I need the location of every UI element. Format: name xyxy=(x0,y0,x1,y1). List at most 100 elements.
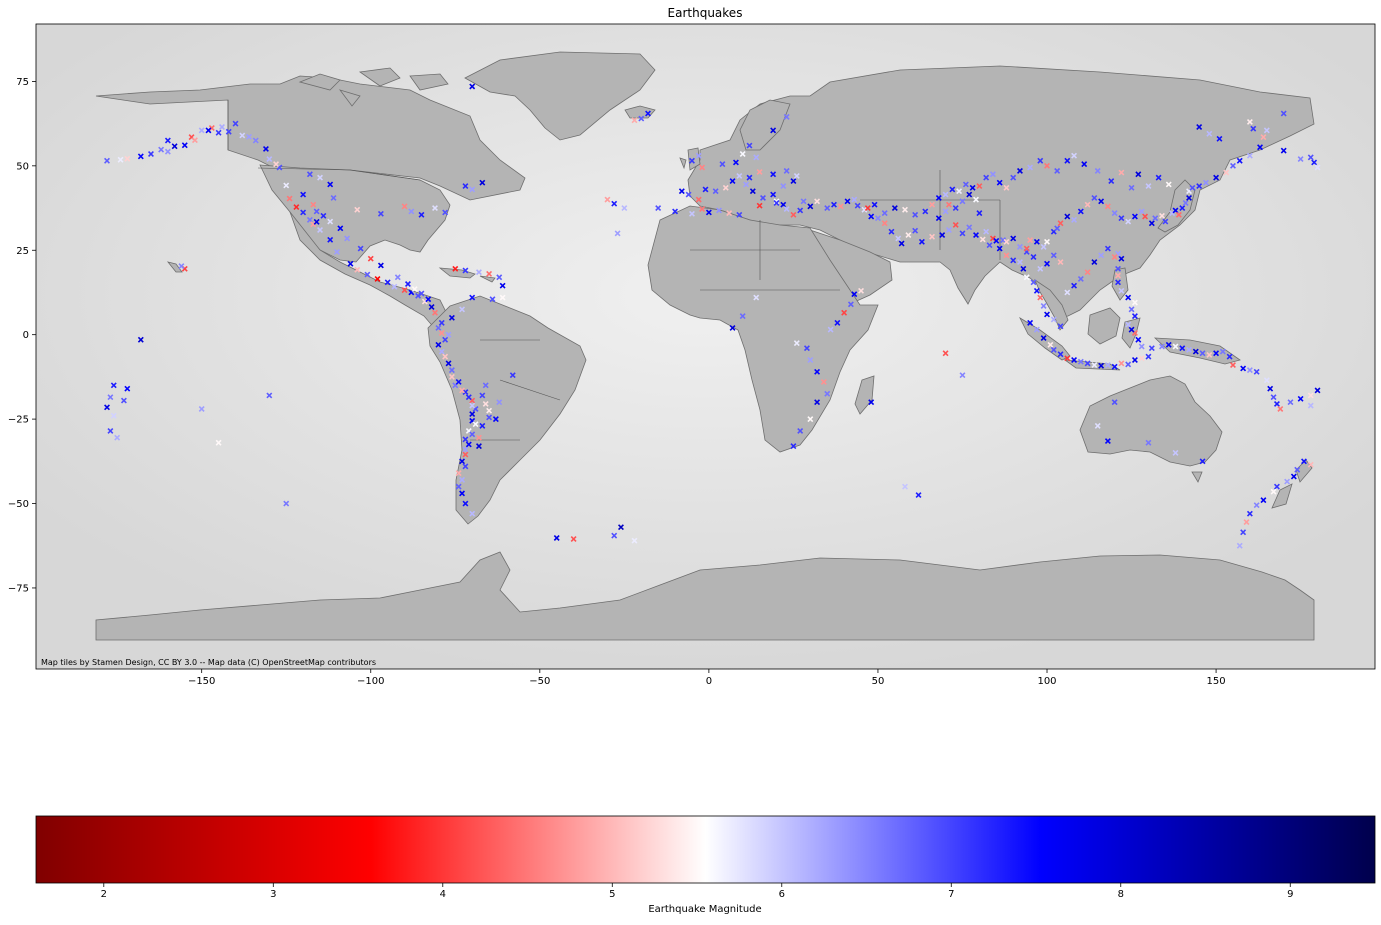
earthquake-marker xyxy=(1186,346,1192,353)
border-us-canada xyxy=(257,167,421,181)
colorbar-tick-label: 8 xyxy=(1118,889,1124,900)
earthquake-marker xyxy=(124,155,131,162)
earthquake-marker xyxy=(851,291,858,298)
earthquake-marker xyxy=(459,476,466,483)
earthquake-marker xyxy=(1277,406,1284,412)
earthquake-marker xyxy=(814,368,821,375)
earthquake-marker xyxy=(790,211,797,218)
earthquake-marker xyxy=(1057,259,1064,266)
earthquake-marker xyxy=(614,230,621,237)
earthquake-marker xyxy=(1044,311,1050,318)
earthquake-marker xyxy=(1307,402,1314,409)
earthquake-marker xyxy=(178,263,185,270)
earthquake-marker xyxy=(973,196,979,203)
earthquake-marker xyxy=(1125,218,1132,225)
earthquake-marker xyxy=(1057,220,1064,227)
earthquake-marker xyxy=(716,207,722,214)
earthquake-marker xyxy=(1236,157,1243,164)
earthquake-marker xyxy=(432,205,438,212)
earthquake-marker xyxy=(1128,184,1135,191)
earthquake-marker xyxy=(847,301,854,308)
earthquake-marker xyxy=(979,236,986,243)
earthquake-marker xyxy=(1057,323,1064,330)
earthquake-marker xyxy=(181,142,188,149)
earthquake-marker xyxy=(618,524,624,531)
earthquake-marker xyxy=(394,274,401,281)
earthquake-marker xyxy=(739,313,746,320)
earthquake-marker xyxy=(1128,326,1135,333)
earthquake-marker xyxy=(107,427,114,434)
earthquake-marker xyxy=(1263,127,1270,134)
earthquake-marker xyxy=(384,279,391,286)
earthquake-marker xyxy=(300,209,307,216)
land-africa xyxy=(647,205,879,453)
earthquake-marker xyxy=(942,350,949,357)
earthquake-marker xyxy=(722,184,729,191)
earthquake-marker xyxy=(1016,243,1023,250)
earthquake-marker xyxy=(902,483,908,490)
earthquake-marker xyxy=(945,201,952,208)
earthquake-marker xyxy=(1314,164,1321,171)
earthquake-marker xyxy=(1094,167,1101,174)
earthquake-marker xyxy=(462,463,469,470)
earthquake-marker xyxy=(357,245,364,252)
earthquake-marker xyxy=(1182,200,1189,206)
y-tick-label: −50 xyxy=(8,499,29,510)
earthquake-marker xyxy=(1033,287,1040,294)
earthquake-marker xyxy=(1280,110,1287,117)
earthquake-marker xyxy=(1104,203,1111,210)
earthquake-marker xyxy=(952,221,959,228)
earthquake-marker xyxy=(1098,252,1105,259)
earthquake-marker xyxy=(1104,438,1111,445)
earthquake-marker xyxy=(1246,367,1253,374)
earthquake-marker xyxy=(1023,245,1030,252)
earthquake-marker xyxy=(1050,316,1057,323)
earthquake-marker xyxy=(313,208,320,215)
earthquake-marker xyxy=(124,385,131,392)
earthquake-marker xyxy=(1084,201,1091,208)
y-tick-label: 75 xyxy=(16,77,29,88)
earthquake-marker xyxy=(438,319,445,326)
earthquake-marker xyxy=(1243,519,1250,526)
earthquake-marker xyxy=(621,205,628,212)
earthquake-marker xyxy=(898,240,905,247)
earthquake-marker xyxy=(824,205,831,212)
earthquake-marker xyxy=(262,145,269,152)
colorbar-ticks: 2 3 4 5 6 7 8 9 xyxy=(101,883,1293,900)
earthquake-marker xyxy=(1050,346,1057,353)
earthquake-marker xyxy=(489,296,496,303)
earthquake-marker xyxy=(881,220,888,227)
earthquake-marker xyxy=(702,186,709,193)
earthquake-marker xyxy=(699,164,706,171)
earthquake-marker xyxy=(868,399,875,406)
earthquake-marker xyxy=(983,174,990,181)
earthquake-marker xyxy=(1196,183,1203,190)
earthquake-marker xyxy=(107,394,114,401)
land-hawaii xyxy=(166,261,183,273)
earthquake-marker xyxy=(695,196,702,203)
earthquake-marker xyxy=(1179,345,1186,352)
earthquake-marker xyxy=(459,458,466,465)
earthquake-marker xyxy=(746,174,753,181)
land-australia xyxy=(1079,375,1223,467)
earthquake-marker xyxy=(1118,169,1125,176)
earthquake-marker xyxy=(300,191,307,198)
land-new-guinea xyxy=(1153,337,1241,365)
land-borneo xyxy=(1087,307,1121,345)
earthquake-marker xyxy=(935,194,942,201)
earthquake-marker xyxy=(1054,225,1061,232)
earthquake-marker xyxy=(770,127,777,134)
earthquake-marker xyxy=(1307,392,1314,399)
earthquake-marker xyxy=(959,198,966,205)
earthquake-marker xyxy=(820,378,827,385)
earthquake-marker xyxy=(1307,461,1314,468)
earthquake-marker xyxy=(1054,167,1061,174)
earthquake-marker xyxy=(1003,252,1010,259)
earthquake-marker xyxy=(1044,162,1050,169)
earthquake-marker xyxy=(1138,355,1145,362)
earthquake-marker xyxy=(455,470,462,477)
earthquake-marker xyxy=(753,154,760,161)
earthquake-marker xyxy=(1000,237,1007,244)
earthquake-marker xyxy=(793,172,800,179)
earthquake-marker xyxy=(1142,213,1149,220)
